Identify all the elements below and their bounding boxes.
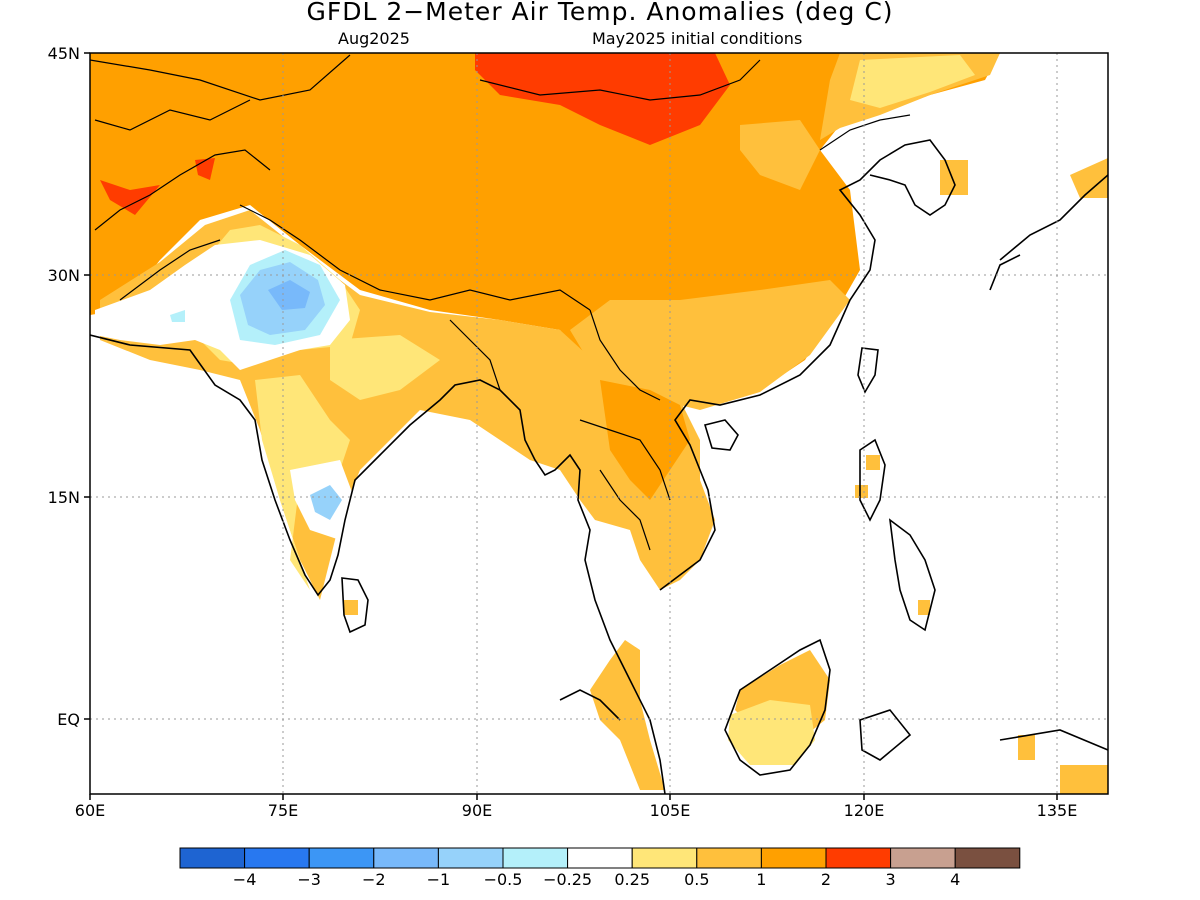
lon-label-90e: 90E [461,801,493,820]
colorbar-label: 3 [885,870,896,889]
coastlines [90,139,1108,794]
colorbar-label: 0.5 [684,870,710,889]
colorbar-swatch [760,847,827,869]
colorbar-label: −0.25 [543,870,593,889]
anomaly-0.5-to-1-srilanka [344,600,358,615]
colorbar-label: −4 [232,870,257,889]
colorbar [179,847,1021,869]
lon-label-105e: 105E [649,801,691,820]
colorbar-label: 1 [756,870,767,889]
anomaly-0.5-to-1-sulawesi [1018,735,1035,760]
colorbar-swatch [179,847,246,869]
colorbar-label: −0.5 [483,870,523,889]
anomaly-0.25-to-0.5-borneo [728,700,815,765]
colorbar-label: 4 [950,870,961,889]
anomaly-minus-1-south [310,485,342,520]
colorbar-label: −3 [297,870,321,889]
colorbar-swatch [373,847,439,869]
anomaly-0.5-to-1-malaya [590,640,665,790]
anomaly-2-to-3-west [100,180,160,215]
colorbar-label: 0.25 [614,870,650,889]
colorbar-swatch [954,847,1021,869]
lat-lon-grid [90,53,1108,794]
colorbar-swatch [631,847,698,869]
anomaly-0.5-to-1-png [1060,765,1108,794]
map-title: GFDL 2−Meter Air Temp. Anomalies (deg C) [306,0,894,26]
anomaly-0.25-to-0.5-india-south [255,375,350,590]
colorbar-swatch [567,847,633,869]
anomaly-0.5-to-1-se-china [570,280,850,410]
anomaly-field [90,53,1108,794]
anomaly-0.5-to-1-nchina [740,120,820,190]
map-frame [89,52,1109,795]
anomaly-0.25-to-0.5-ne [850,55,975,108]
colorbar-swatch [890,847,956,869]
colorbar-label: −2 [362,870,386,889]
lon-label-135e: 135E [1036,801,1078,820]
lat-label-45n: 45N [47,44,80,63]
colorbar-label: 2 [820,870,832,889]
anomaly-2-to-3-mongolia [475,53,730,145]
colorbar-swatch [437,847,504,869]
anomaly-0.5-to-1-indochina [500,320,715,590]
colorbar-swatch [308,847,375,869]
lon-label-75e: 75E [267,801,299,820]
colorbar-swatch [244,847,310,869]
lon-label-120e: 120E [843,801,885,820]
lat-label-eq: EQ [57,710,80,729]
colorbar-swatch [696,847,762,869]
lon-label-60e: 60E [74,801,106,820]
country-borders [90,54,911,551]
colorbar-label: −1 [426,870,451,889]
anomaly-0.5-to-1-japan [1070,158,1108,198]
anomaly-0.25-to-0.5-india-east [330,335,440,400]
anomaly-0.5-to-1-ph2 [855,485,868,498]
axis-ticks [84,52,1058,800]
anomaly-minus-2-blob [268,280,310,310]
anomaly-0.5-to-1-ph3 [918,600,930,615]
initial-conditions: May2025 initial conditions [592,29,803,48]
anomaly-0.5-to-1-korea [940,160,968,195]
anomaly-0.5-to-1-ph1 [866,455,880,470]
valid-month: Aug2025 [338,29,410,48]
colorbar-swatch [502,847,569,869]
colorbar-swatch [825,847,892,869]
anomaly-minus-0.5-small [170,310,185,322]
lat-label-15n: 15N [47,488,80,507]
anomaly-1-to-2-indochina [600,380,690,500]
lat-label-30n: 30N [47,266,80,285]
